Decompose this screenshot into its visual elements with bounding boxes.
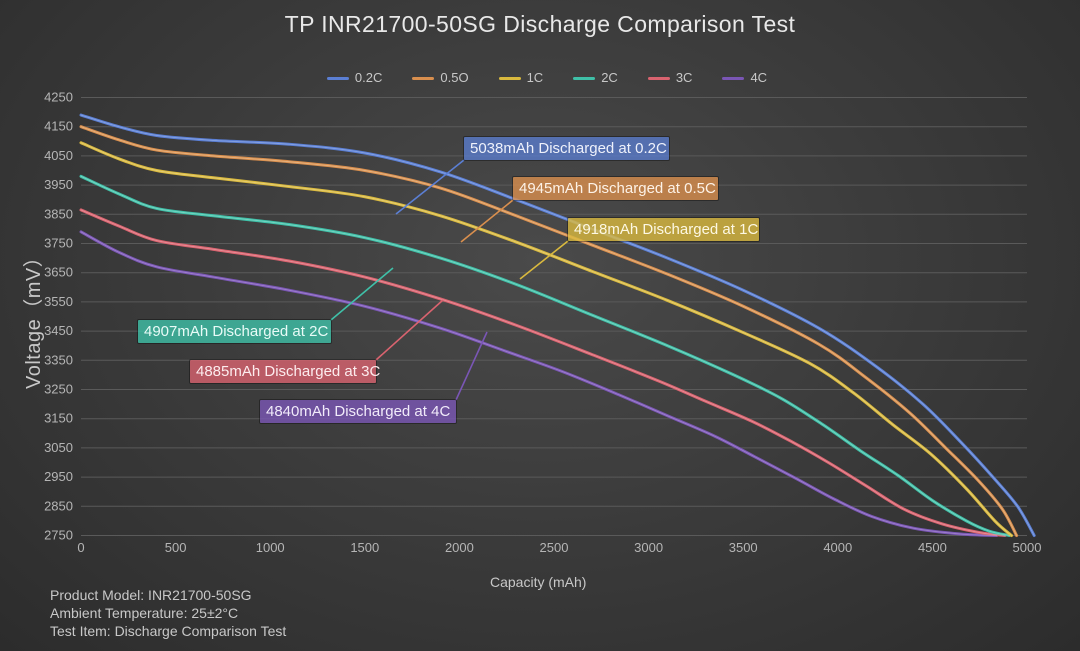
svg-text:5000: 5000 <box>1013 540 1042 555</box>
svg-text:4000: 4000 <box>823 540 852 555</box>
svg-text:2500: 2500 <box>540 540 569 555</box>
svg-text:1500: 1500 <box>350 540 379 555</box>
svg-text:3850: 3850 <box>44 206 73 221</box>
svg-text:2000: 2000 <box>445 540 474 555</box>
svg-text:2750: 2750 <box>44 528 73 543</box>
svg-text:3550: 3550 <box>44 294 73 309</box>
svg-text:3750: 3750 <box>44 236 73 251</box>
svg-text:3500: 3500 <box>729 540 758 555</box>
svg-text:4050: 4050 <box>44 148 73 163</box>
svg-text:1000: 1000 <box>256 540 285 555</box>
svg-text:0: 0 <box>77 540 84 555</box>
svg-text:4500: 4500 <box>918 540 947 555</box>
svg-text:4150: 4150 <box>44 119 73 134</box>
svg-text:2950: 2950 <box>44 469 73 484</box>
svg-text:3150: 3150 <box>44 411 73 426</box>
svg-text:2850: 2850 <box>44 498 73 513</box>
svg-text:4250: 4250 <box>44 90 73 105</box>
svg-text:500: 500 <box>165 540 187 555</box>
svg-text:3350: 3350 <box>44 352 73 367</box>
svg-text:3950: 3950 <box>44 177 73 192</box>
svg-text:3250: 3250 <box>44 382 73 397</box>
svg-text:3050: 3050 <box>44 440 73 455</box>
svg-text:3650: 3650 <box>44 265 73 280</box>
svg-text:3450: 3450 <box>44 323 73 338</box>
svg-text:3000: 3000 <box>634 540 663 555</box>
